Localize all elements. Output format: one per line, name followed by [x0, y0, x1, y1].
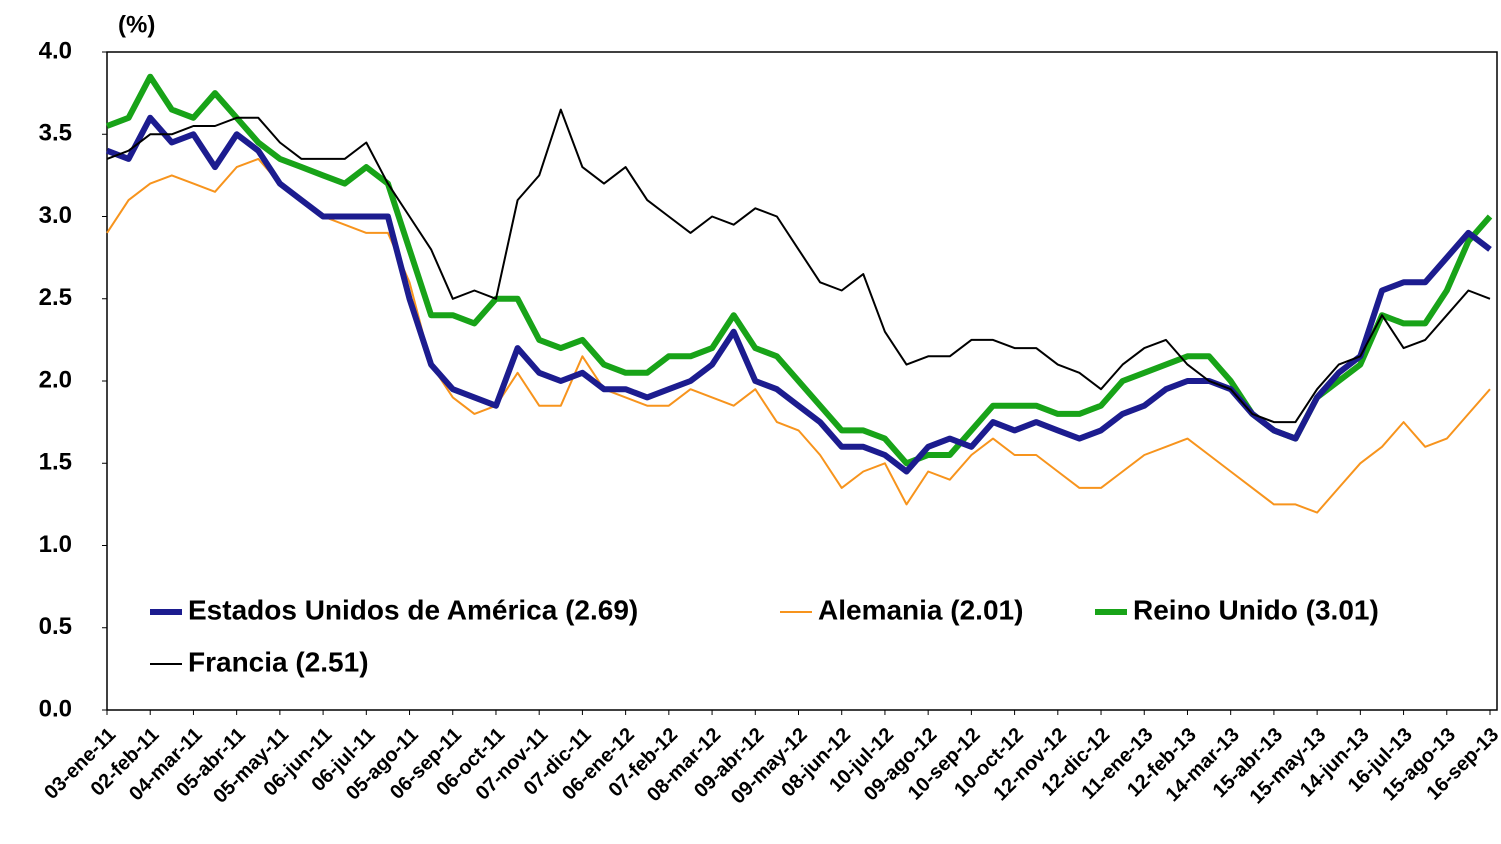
y-tick-label: 1.0 [39, 531, 72, 558]
y-tick-label: 0.5 [39, 613, 72, 640]
y-tick-label: 2.0 [39, 366, 72, 393]
y-tick-label: 0.0 [39, 695, 72, 722]
series-line [106, 157, 1491, 514]
legend-label: Estados Unidos de América (2.69) [188, 594, 638, 625]
y-tick-label: 3.0 [39, 202, 72, 229]
series-line [106, 108, 1491, 424]
y-tick-label: 3.5 [39, 120, 72, 147]
legend-label: Francia (2.51) [188, 646, 369, 677]
legend-label: Alemania (2.01) [818, 594, 1023, 625]
y-axis-label: (%) [118, 11, 155, 38]
y-tick-label: 2.5 [39, 284, 72, 311]
y-tick-label: 4.0 [39, 37, 72, 64]
legend-label: Reino Unido (3.01) [1133, 594, 1379, 625]
y-tick-label: 1.5 [39, 449, 72, 476]
series-line [105, 114, 1492, 475]
